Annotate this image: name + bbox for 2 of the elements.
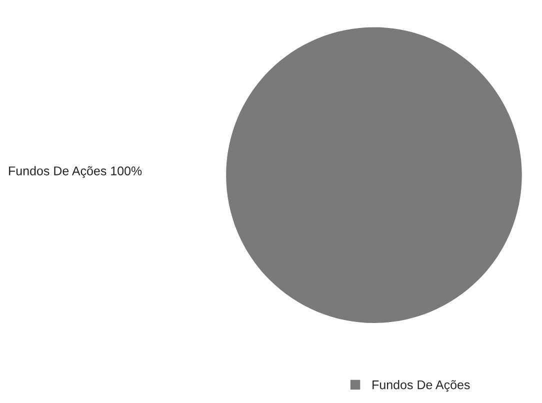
category-label: Fundos De Ações 100% [9, 166, 142, 178]
legend-label: Fundos De Ações [372, 380, 470, 392]
